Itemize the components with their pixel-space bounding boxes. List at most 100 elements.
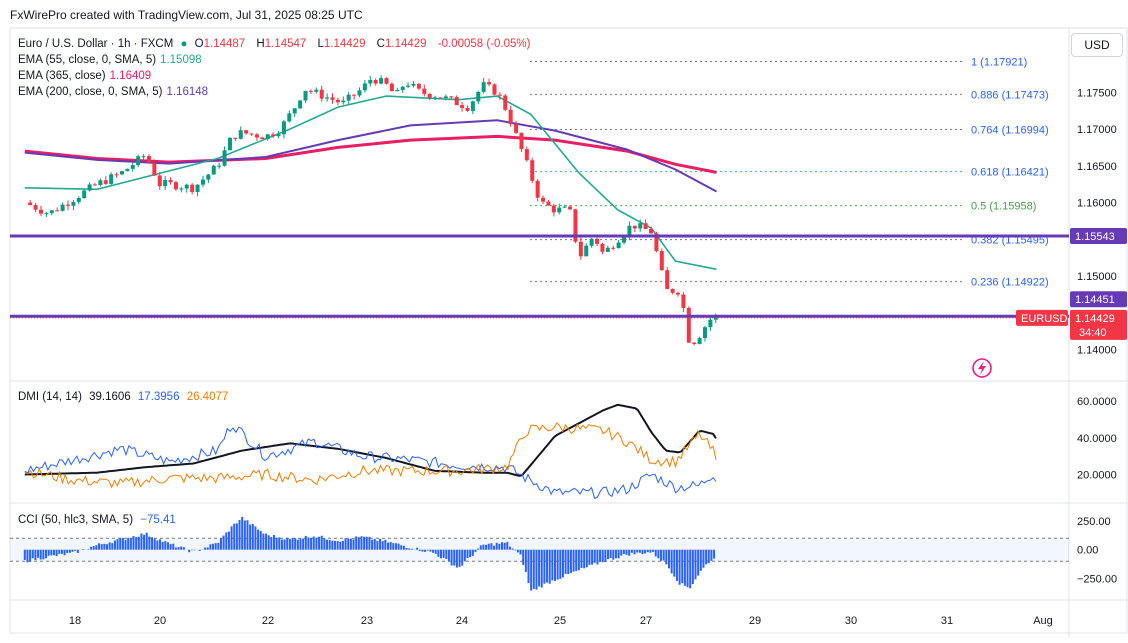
- candle-body: [373, 79, 378, 84]
- time-tick-label: 29: [749, 615, 761, 627]
- candle-body: [130, 165, 135, 169]
- ema365-line: [24, 134, 717, 174]
- ohlc-open: O1.14487: [194, 38, 246, 50]
- candle-body: [643, 223, 648, 230]
- candle-body: [335, 99, 340, 103]
- time-tick-label: 31: [941, 615, 953, 627]
- hline2-price-badge: 1.14451: [1075, 294, 1115, 306]
- candle-body: [87, 184, 92, 191]
- candle-body: [152, 162, 157, 176]
- candle-body: [119, 171, 124, 175]
- symbol-badge-bg: [1016, 309, 1068, 326]
- ema55-line: [24, 95, 717, 271]
- candle-body: [206, 174, 211, 180]
- price-tick-label: 1.17000: [1077, 124, 1117, 136]
- symbol-title[interactable]: Euro / U.S. Dollar · 1h · FXCM: [18, 38, 174, 50]
- dot-up: ●: [180, 38, 188, 50]
- candle-body: [287, 113, 292, 122]
- ohlc-high: H1.14547: [256, 38, 307, 50]
- candle-body: [49, 210, 54, 214]
- candle-body: [470, 101, 475, 111]
- candle-body: [438, 97, 443, 99]
- candle-body: [524, 149, 529, 161]
- currency-button[interactable]: USD: [1071, 33, 1123, 57]
- candle-body: [65, 204, 70, 206]
- di-plus-line: [24, 426, 717, 499]
- price-tick-label: 1.16000: [1077, 198, 1117, 210]
- cci-legend[interactable]: CCI (50, hlc3, SMA, 5) −75.41: [18, 514, 176, 526]
- cci-tick-label: 0.00: [1077, 545, 1098, 557]
- candle-body: [519, 132, 524, 150]
- candle-body: [379, 78, 384, 84]
- credit-line: FxWirePro created with TradingView.com, …: [10, 8, 363, 22]
- candle-body: [595, 238, 600, 244]
- candle-body: [136, 156, 141, 166]
- candle-body: [260, 137, 265, 140]
- candle-body: [298, 100, 303, 109]
- candle-body: [411, 83, 416, 86]
- candle-body: [146, 156, 151, 163]
- time-tick-label: 22: [262, 615, 274, 627]
- candle-body: [233, 137, 238, 139]
- time-tick-label: 23: [361, 615, 373, 627]
- candle-body: [443, 96, 448, 98]
- candle-body: [292, 108, 297, 114]
- last-price-badge: 1.14429: [1075, 313, 1115, 325]
- candle-body: [179, 188, 184, 190]
- candle-body: [676, 292, 681, 295]
- candle-body: [195, 184, 200, 192]
- time-tick-label: 27: [640, 615, 652, 627]
- candle-body: [330, 97, 335, 100]
- fib-level-label: 0.764 (1.16994): [971, 125, 1049, 137]
- candle-body: [454, 97, 459, 106]
- ema365-legend[interactable]: EMA (365, close) 1.16409: [18, 70, 152, 82]
- candle-body: [163, 180, 168, 187]
- candle-body: [465, 108, 470, 111]
- candle-body: [649, 229, 654, 234]
- candle-body: [319, 89, 324, 99]
- candle-body: [638, 223, 643, 229]
- candle-body: [308, 90, 313, 92]
- candle-body: [238, 130, 243, 139]
- countdown-badge: 34:40: [1079, 327, 1107, 339]
- di-minus-line: [24, 421, 717, 489]
- candle-body: [460, 105, 465, 109]
- candle-body: [568, 206, 573, 210]
- candle-body: [427, 93, 432, 98]
- candle-body: [659, 251, 664, 271]
- candle-body: [173, 182, 178, 190]
- time-tick-label: 25: [554, 615, 566, 627]
- candle-body: [481, 82, 486, 92]
- time-tick-label: 24: [456, 615, 468, 627]
- candle-body: [541, 197, 546, 202]
- flash-icon[interactable]: [972, 358, 992, 378]
- hline2-price-badge-bg: [1070, 291, 1127, 308]
- fib-level-label: 0.886 (1.17473): [971, 89, 1049, 101]
- candle-body: [184, 184, 189, 189]
- candle-body: [395, 89, 400, 92]
- candle-body: [346, 94, 351, 101]
- candle-body: [98, 180, 103, 186]
- candle-body: [352, 94, 357, 96]
- price-tick-label: 1.16500: [1077, 161, 1117, 173]
- candle-body: [389, 83, 394, 92]
- time-tick-label: 18: [69, 615, 81, 627]
- candle-body: [28, 202, 33, 206]
- ema200-legend[interactable]: EMA (200, close, 0, SMA, 5) 1.16148: [18, 86, 209, 98]
- candle-body: [141, 156, 146, 158]
- ema55-legend[interactable]: EMA (55, close, 0, SMA, 5) 1.15098: [18, 54, 202, 66]
- candle-body: [76, 198, 81, 202]
- candle-body: [281, 121, 286, 135]
- candle-body: [589, 238, 594, 246]
- candle-body: [416, 83, 421, 89]
- dmi-legend[interactable]: DMI (14, 14) 39.1606 17.3956 26.4077: [18, 391, 229, 403]
- fib-level-label: 0.5 (1.15958): [971, 201, 1036, 213]
- candle-body: [562, 206, 567, 208]
- candle-body: [557, 207, 562, 213]
- candle-body: [168, 180, 173, 183]
- candle-body: [71, 201, 76, 206]
- candle-body: [497, 94, 502, 96]
- candle-body: [665, 270, 670, 289]
